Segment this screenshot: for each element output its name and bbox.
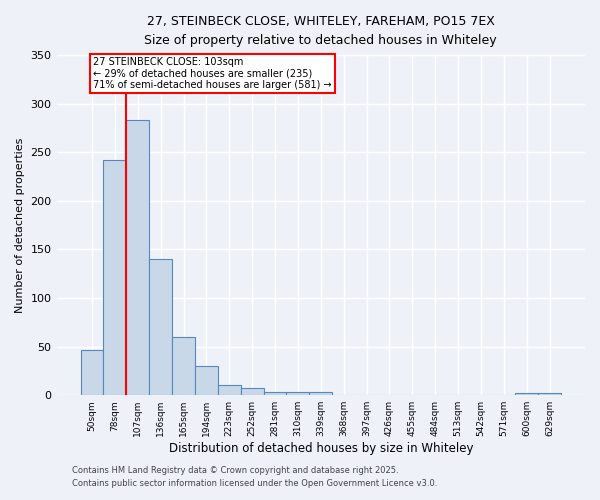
X-axis label: Distribution of detached houses by size in Whiteley: Distribution of detached houses by size … xyxy=(169,442,473,455)
Text: Contains HM Land Registry data © Crown copyright and database right 2025.
Contai: Contains HM Land Registry data © Crown c… xyxy=(72,466,437,487)
Bar xyxy=(286,392,310,395)
Y-axis label: Number of detached properties: Number of detached properties xyxy=(15,138,25,313)
Bar xyxy=(149,259,172,395)
Bar xyxy=(218,386,241,395)
Text: 27 STEINBECK CLOSE: 103sqm
← 29% of detached houses are smaller (235)
71% of sem: 27 STEINBECK CLOSE: 103sqm ← 29% of deta… xyxy=(93,57,332,90)
Bar xyxy=(127,120,149,395)
Bar xyxy=(172,337,195,395)
Title: 27, STEINBECK CLOSE, WHITELEY, FAREHAM, PO15 7EX
Size of property relative to de: 27, STEINBECK CLOSE, WHITELEY, FAREHAM, … xyxy=(145,15,497,47)
Bar xyxy=(538,394,561,395)
Bar xyxy=(515,394,538,395)
Bar xyxy=(195,366,218,395)
Bar xyxy=(263,392,286,395)
Bar xyxy=(241,388,263,395)
Bar xyxy=(80,350,103,395)
Bar xyxy=(310,392,332,395)
Bar xyxy=(103,160,127,395)
